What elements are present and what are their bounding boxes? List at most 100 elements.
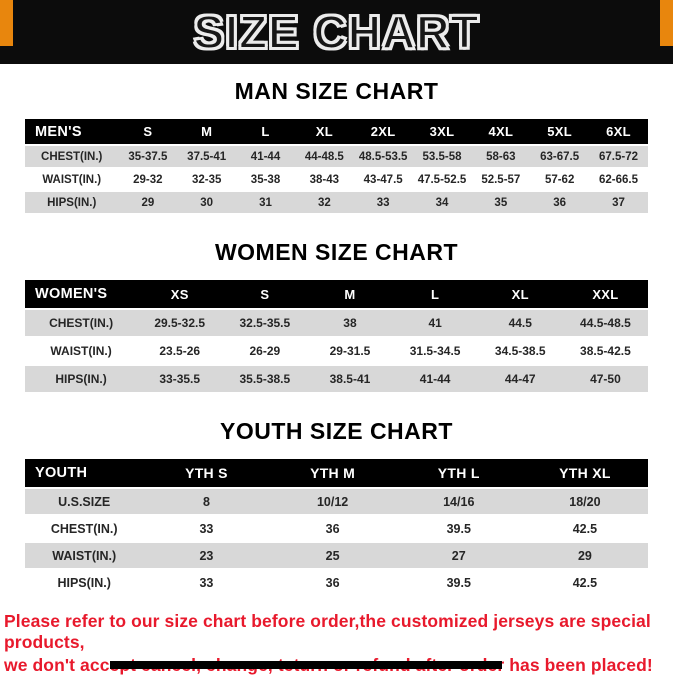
value-cell: 35-38 xyxy=(236,169,295,190)
table-header-row: MEN'S S M L XL 2XL 3XL 4XL 5XL 6XL xyxy=(25,119,648,144)
size-header-cell: 4XL xyxy=(471,119,531,144)
value-cell: 41-44 xyxy=(236,146,295,167)
size-header-cell: XXL xyxy=(562,280,648,308)
row-label-cell: HIPS(IN.) xyxy=(25,192,119,213)
value-cell: 67.5-72 xyxy=(589,146,648,167)
value-cell: 43-47.5 xyxy=(353,169,413,190)
disclaimer-line-1: Please refer to our size chart before or… xyxy=(4,611,651,652)
size-chart-section: YOUTH SIZE CHART YOUTH YTH S YTH M YTH L YTH … xyxy=(0,418,673,597)
value-cell: 52.5-57 xyxy=(471,169,531,190)
table-header-row: WOMEN'S XS S M L XL XXL xyxy=(25,280,648,308)
value-cell: 25 xyxy=(269,543,396,568)
value-cell: 35-37.5 xyxy=(118,146,178,167)
value-cell: 10/12 xyxy=(269,489,396,514)
value-cell: 39.5 xyxy=(395,516,522,541)
table-header-row: YOUTH YTH S YTH M YTH L YTH XL xyxy=(25,459,648,487)
table-row: HIPS(IN.) 29 30 31 32 33 34 35 36 37 xyxy=(25,192,648,213)
size-header-cell: L xyxy=(236,119,295,144)
row-label-cell: WAIST(IN.) xyxy=(25,543,144,568)
size-table: YOUTH YTH S YTH M YTH L YTH XL U.S.SIZE 8 10/12… xyxy=(25,457,648,597)
value-cell: 58-63 xyxy=(471,146,531,167)
size-header-cell: M xyxy=(177,119,237,144)
table-row: HIPS(IN.) 33 36 39.5 42.5 xyxy=(25,570,648,595)
value-cell: 33 xyxy=(353,192,413,213)
value-cell: 36 xyxy=(269,516,396,541)
value-cell: 41 xyxy=(392,310,478,336)
value-cell: 33-35.5 xyxy=(137,366,223,392)
table-row: HIPS(IN.) 33-35.5 35.5-38.5 38.5-41 41-44 44-… xyxy=(25,366,648,392)
value-cell: 32.5-35.5 xyxy=(222,310,308,336)
value-cell: 18/20 xyxy=(521,489,648,514)
value-cell: 42.5 xyxy=(521,516,648,541)
size-header-cell: XL xyxy=(294,119,354,144)
value-cell: 35.5-38.5 xyxy=(222,366,308,392)
value-cell: 30 xyxy=(177,192,237,213)
value-cell: 38.5-41 xyxy=(307,366,393,392)
value-cell: 32 xyxy=(294,192,354,213)
value-cell: 37 xyxy=(589,192,648,213)
table-title-cell: MEN'S xyxy=(25,119,119,144)
size-header-cell: L xyxy=(392,280,478,308)
value-cell: 47-50 xyxy=(562,366,648,392)
size-header-cell: 2XL xyxy=(353,119,413,144)
section-heading: WOMEN SIZE CHART xyxy=(214,239,459,265)
value-cell: 38-43 xyxy=(294,169,354,190)
title-banner: SIZE CHART xyxy=(0,0,673,64)
value-cell: 31.5-34.5 xyxy=(392,338,478,364)
value-cell: 26-29 xyxy=(222,338,308,364)
value-cell: 57-62 xyxy=(530,169,590,190)
value-cell: 29-32 xyxy=(118,169,178,190)
value-cell: 38 xyxy=(307,310,393,336)
value-cell: 27 xyxy=(395,543,522,568)
bottom-black-bar xyxy=(110,661,502,669)
size-chart-section: MAN SIZE CHART MEN'S S M L XL 2XL 3XL 4XL 5XL 6XL C… xyxy=(0,78,673,215)
value-cell: 44-47 xyxy=(477,366,563,392)
value-cell: 47.5-52.5 xyxy=(412,169,472,190)
value-cell: 42.5 xyxy=(521,570,648,595)
size-header-cell: 3XL xyxy=(412,119,472,144)
value-cell: 53.5-58 xyxy=(412,146,472,167)
table-title-cell: YOUTH xyxy=(25,459,144,487)
table-row: CHEST(IN.) 29.5-32.5 32.5-35.5 38 41 44.5 44.5… xyxy=(25,310,648,336)
value-cell: 35 xyxy=(471,192,531,213)
size-header-cell: XS xyxy=(137,280,223,308)
table-row: WAIST(IN.) 23.5-26 26-29 29-31.5 31.5-34.5 34… xyxy=(25,338,648,364)
value-cell: 41-44 xyxy=(392,366,478,392)
value-cell: 62-66.5 xyxy=(589,169,648,190)
value-cell: 44-48.5 xyxy=(294,146,354,167)
size-header-cell: M xyxy=(307,280,393,308)
value-cell: 29 xyxy=(118,192,178,213)
row-label-cell: CHEST(IN.) xyxy=(25,310,138,336)
table-row: CHEST(IN.) 33 36 39.5 42.5 xyxy=(25,516,648,541)
value-cell: 36 xyxy=(530,192,590,213)
row-label-cell: CHEST(IN.) xyxy=(25,516,144,541)
table-row: WAIST(IN.) 29-32 32-35 35-38 38-43 43-47.5 47.… xyxy=(25,169,648,190)
value-cell: 36 xyxy=(269,570,396,595)
value-cell: 44.5 xyxy=(477,310,563,336)
row-label-cell: WAIST(IN.) xyxy=(25,169,119,190)
value-cell: 23 xyxy=(143,543,270,568)
row-label-cell: WAIST(IN.) xyxy=(25,338,138,364)
orange-corner-right xyxy=(660,0,673,46)
table-title-cell: WOMEN'S xyxy=(25,280,138,308)
size-header-cell: 5XL xyxy=(530,119,590,144)
value-cell: 29 xyxy=(521,543,648,568)
value-cell: 37.5-41 xyxy=(177,146,237,167)
orange-corner-left xyxy=(0,0,13,46)
size-chart-section: WOMEN SIZE CHART WOMEN'S XS S M L XL XXL CHEST(I… xyxy=(0,239,673,394)
sections-container: MAN SIZE CHART MEN'S S M L XL 2XL 3XL 4XL 5XL 6XL C… xyxy=(0,78,673,597)
value-cell: 8 xyxy=(143,489,270,514)
size-header-cell: YTH XL xyxy=(521,459,648,487)
size-header-cell: YTH M xyxy=(269,459,396,487)
table-row: U.S.SIZE 8 10/12 14/16 18/20 xyxy=(25,489,648,514)
size-header-cell: 6XL xyxy=(589,119,648,144)
value-cell: 48.5-53.5 xyxy=(353,146,413,167)
value-cell: 63-67.5 xyxy=(530,146,590,167)
size-table: MEN'S S M L XL 2XL 3XL 4XL 5XL 6XL CHEST(IN.) 35-37… xyxy=(25,117,648,215)
page-title: SIZE CHART xyxy=(193,5,480,59)
value-cell: 33 xyxy=(143,516,270,541)
row-label-cell: HIPS(IN.) xyxy=(25,570,144,595)
value-cell: 32-35 xyxy=(177,169,237,190)
section-heading: MAN SIZE CHART xyxy=(234,78,439,104)
